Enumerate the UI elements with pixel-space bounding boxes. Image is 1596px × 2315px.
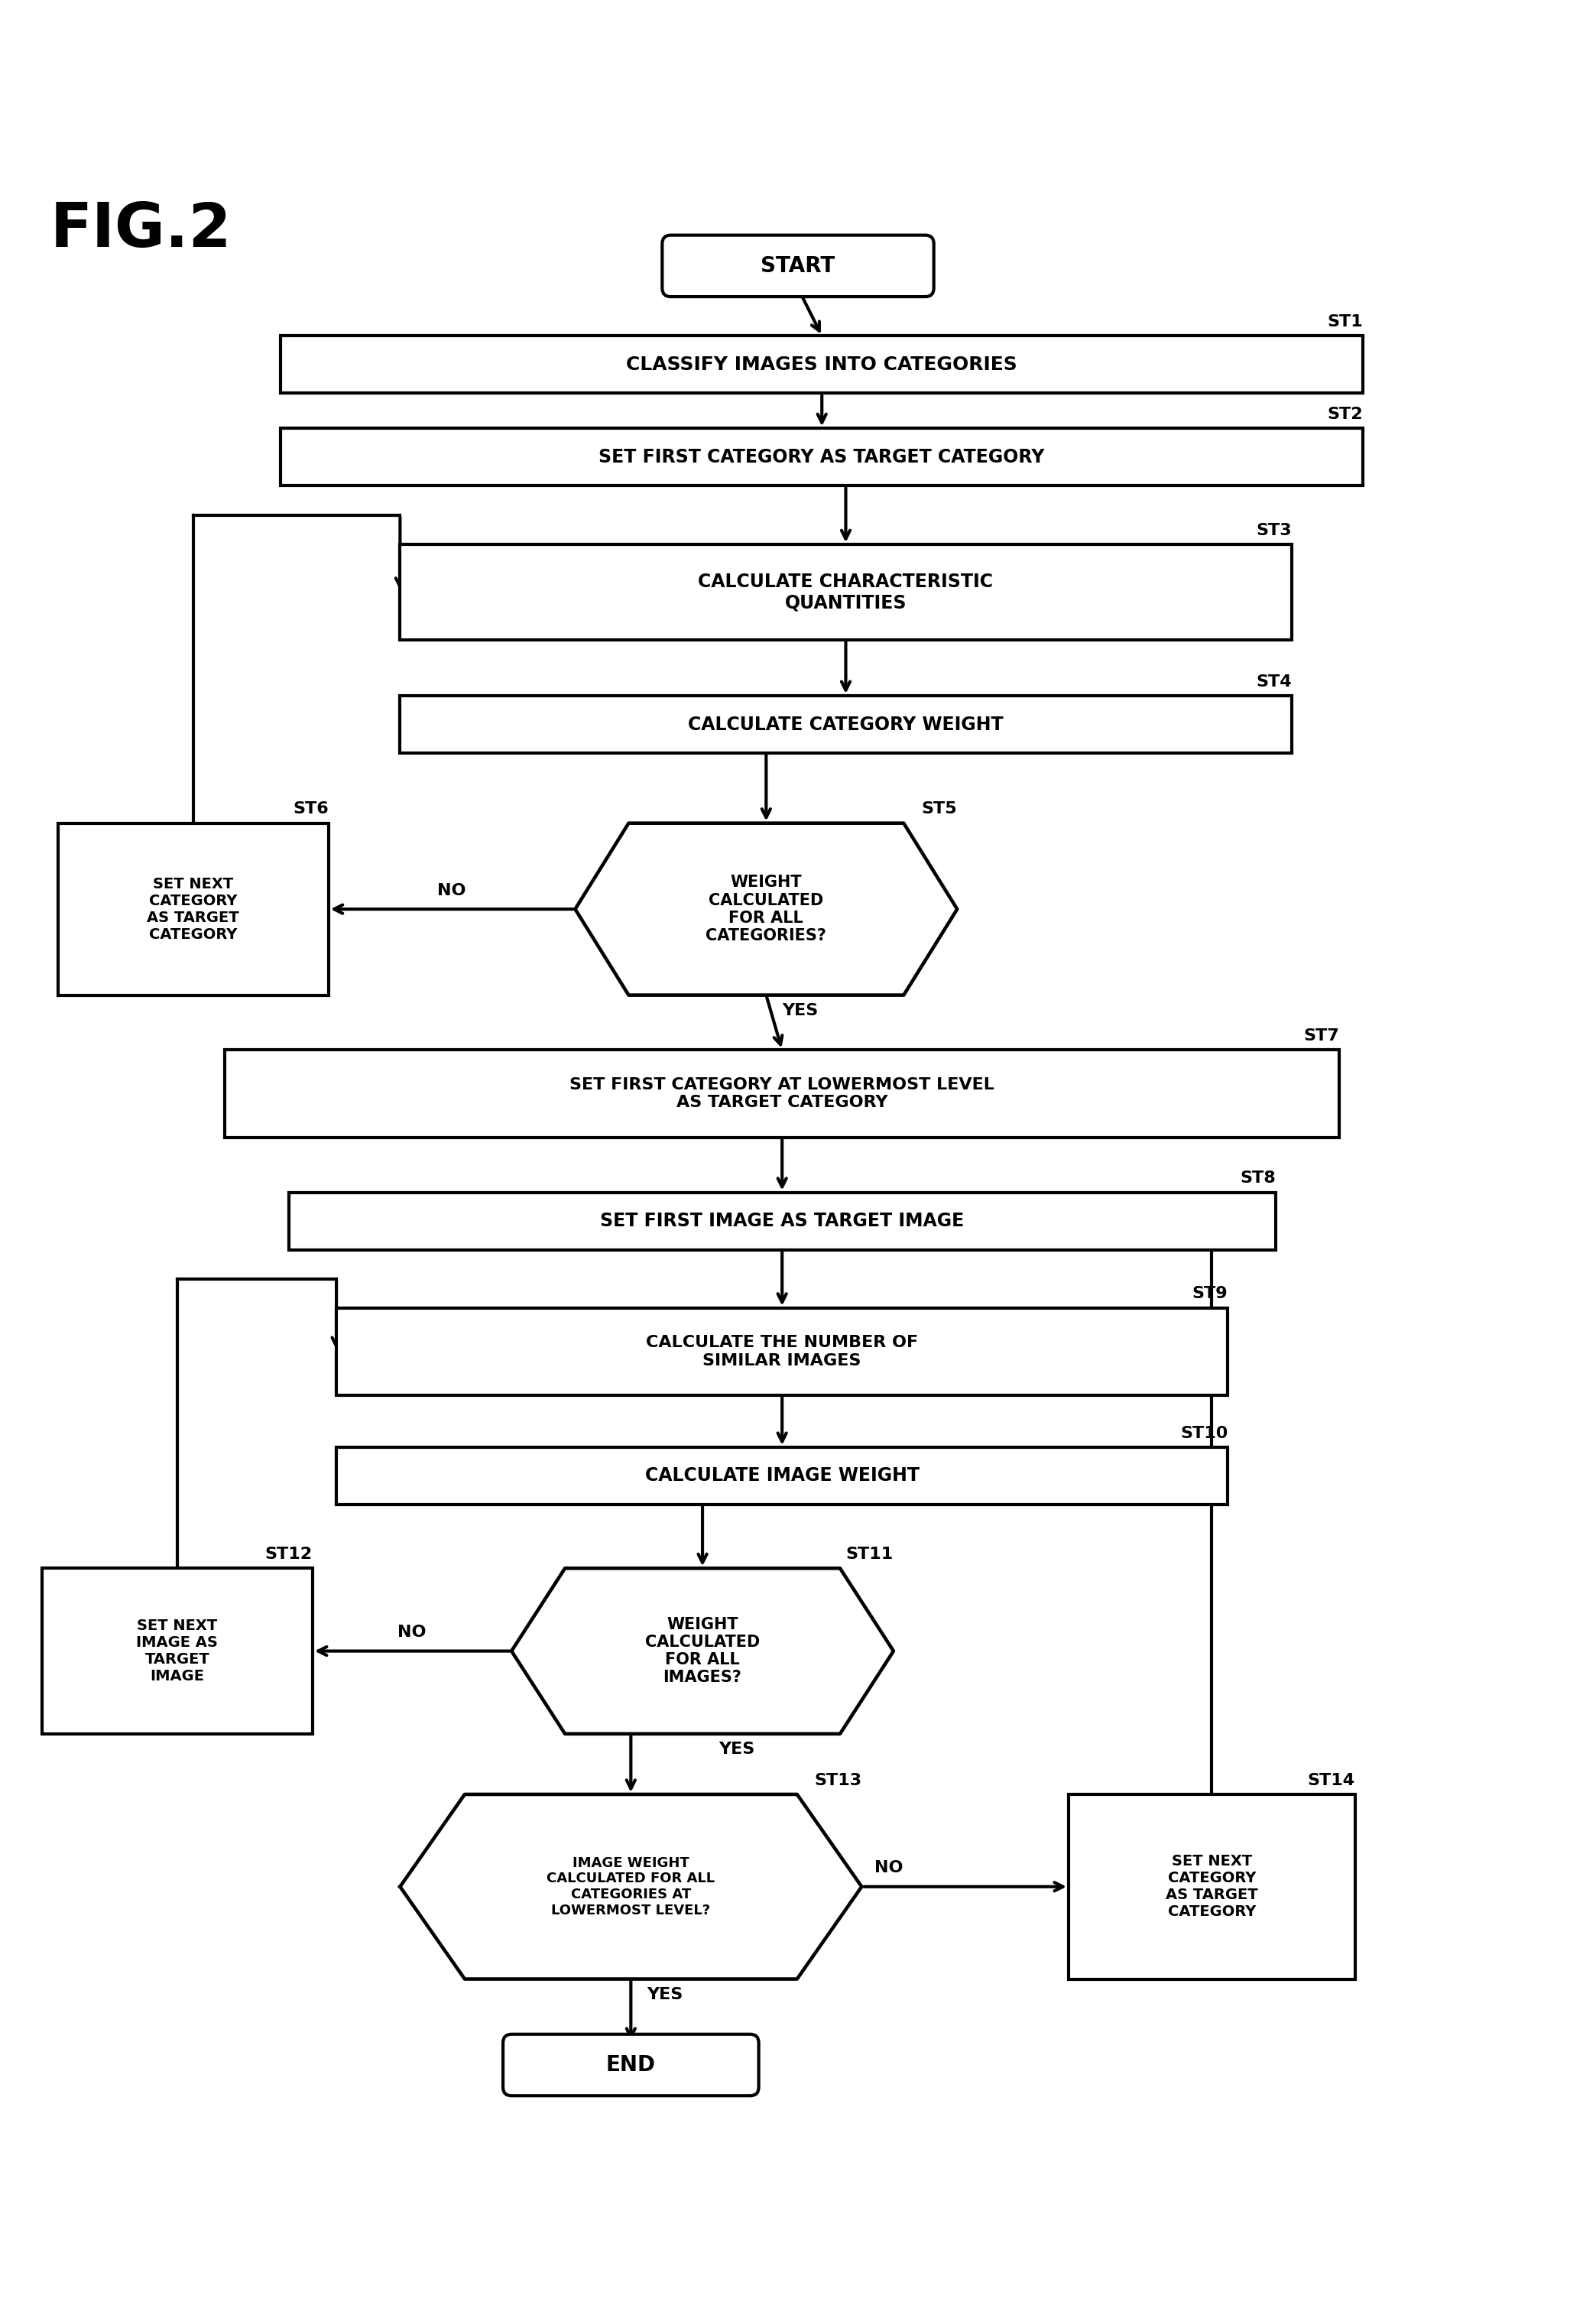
Bar	[401, 544, 1291, 639]
Text: CALCULATE THE NUMBER OF
SIMILAR IMAGES: CALCULATE THE NUMBER OF SIMILAR IMAGES	[646, 1336, 918, 1368]
Polygon shape	[575, 824, 958, 995]
Bar	[289, 1192, 1275, 1250]
Text: ST5: ST5	[921, 801, 958, 817]
Bar	[337, 1308, 1227, 1396]
Text: ST4: ST4	[1256, 674, 1291, 690]
Text: ST6: ST6	[292, 801, 329, 817]
Text: ST10: ST10	[1179, 1426, 1227, 1440]
Text: YES: YES	[782, 1002, 819, 1019]
Text: NO: NO	[437, 882, 466, 898]
Bar	[41, 1567, 313, 1734]
Text: YES: YES	[646, 1986, 683, 2002]
Text: ST3: ST3	[1256, 523, 1291, 537]
Text: SET FIRST CATEGORY AT LOWERMOST LEVEL
AS TARGET CATEGORY: SET FIRST CATEGORY AT LOWERMOST LEVEL AS…	[570, 1076, 994, 1111]
Text: NO: NO	[397, 1625, 426, 1639]
Bar	[57, 824, 329, 995]
Text: WEIGHT
CALCULATED
FOR ALL
CATEGORIES?: WEIGHT CALCULATED FOR ALL CATEGORIES?	[705, 875, 827, 945]
Text: ST12: ST12	[265, 1546, 313, 1563]
Bar	[337, 1447, 1227, 1505]
Text: ST11: ST11	[846, 1546, 894, 1563]
Text: CALCULATE CATEGORY WEIGHT: CALCULATE CATEGORY WEIGHT	[688, 715, 1004, 734]
Bar	[281, 428, 1363, 486]
Text: SET FIRST CATEGORY AS TARGET CATEGORY: SET FIRST CATEGORY AS TARGET CATEGORY	[598, 447, 1045, 465]
Text: ST14: ST14	[1307, 1773, 1355, 1787]
Text: CALCULATE CHARACTERISTIC
QUANTITIES: CALCULATE CHARACTERISTIC QUANTITIES	[697, 572, 993, 611]
Bar	[225, 1051, 1339, 1137]
Bar	[281, 336, 1363, 394]
Text: IMAGE WEIGHT
CALCULATED FOR ALL
CATEGORIES AT
LOWERMOST LEVEL?: IMAGE WEIGHT CALCULATED FOR ALL CATEGORI…	[547, 1857, 715, 1917]
Text: YES: YES	[718, 1741, 755, 1757]
Text: ST8: ST8	[1240, 1171, 1275, 1185]
Text: SET FIRST IMAGE AS TARGET IMAGE: SET FIRST IMAGE AS TARGET IMAGE	[600, 1213, 964, 1229]
Polygon shape	[511, 1567, 894, 1734]
Text: SET NEXT
CATEGORY
AS TARGET
CATEGORY: SET NEXT CATEGORY AS TARGET CATEGORY	[1165, 1854, 1258, 1919]
FancyBboxPatch shape	[662, 236, 934, 296]
Text: ST1: ST1	[1328, 315, 1363, 329]
Text: CALCULATE IMAGE WEIGHT: CALCULATE IMAGE WEIGHT	[645, 1468, 919, 1486]
Text: SET NEXT
IMAGE AS
TARGET
IMAGE: SET NEXT IMAGE AS TARGET IMAGE	[136, 1618, 219, 1683]
Text: CLASSIFY IMAGES INTO CATEGORIES: CLASSIFY IMAGES INTO CATEGORIES	[626, 357, 1018, 373]
Polygon shape	[401, 1794, 862, 1979]
Bar	[401, 697, 1291, 752]
Text: ST13: ST13	[814, 1773, 862, 1787]
Text: ST7: ST7	[1304, 1028, 1339, 1044]
Text: NO: NO	[875, 1861, 903, 1875]
Text: ST9: ST9	[1192, 1287, 1227, 1301]
FancyBboxPatch shape	[503, 2035, 758, 2095]
Bar	[1069, 1794, 1355, 1979]
Text: ST2: ST2	[1328, 407, 1363, 421]
Text: START: START	[761, 255, 835, 275]
Text: FIG.2: FIG.2	[49, 199, 231, 259]
Text: END: END	[606, 2053, 656, 2077]
Text: SET NEXT
CATEGORY
AS TARGET
CATEGORY: SET NEXT CATEGORY AS TARGET CATEGORY	[147, 877, 239, 942]
Text: WEIGHT
CALCULATED
FOR ALL
IMAGES?: WEIGHT CALCULATED FOR ALL IMAGES?	[645, 1616, 760, 1685]
